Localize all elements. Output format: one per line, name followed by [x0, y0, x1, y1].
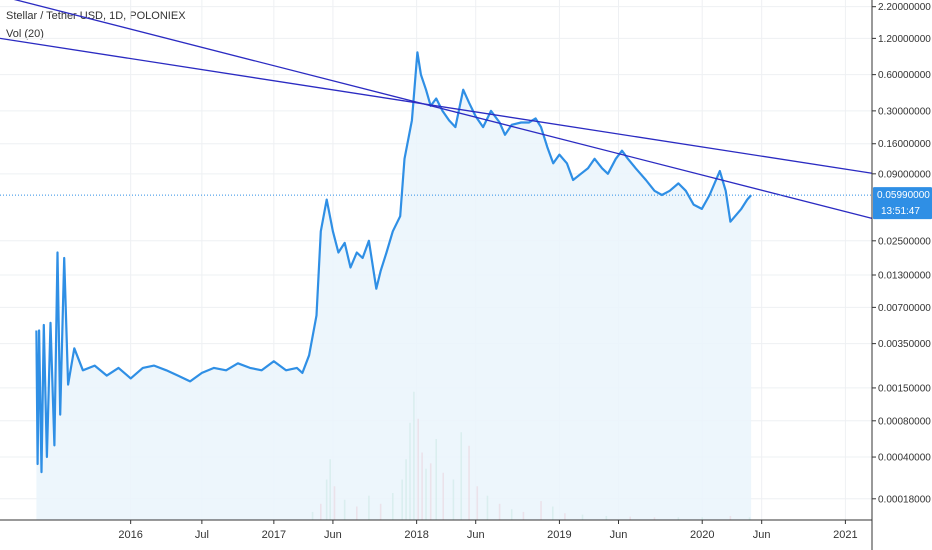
y-tick-label: 0.09000000: [878, 169, 931, 180]
channel-trendline-2[interactable]: [0, 37, 873, 174]
x-tick-label: Jun: [324, 529, 342, 541]
y-tick-label: 0.00700000: [878, 303, 931, 314]
x-tick-label: Jun: [467, 529, 485, 541]
y-tick-label: 0.00150000: [878, 383, 931, 394]
y-tick-label: 0.00350000: [878, 339, 931, 350]
x-tick-label: Jun: [753, 529, 771, 541]
price-line[interactable]: [35, 51, 752, 474]
y-tick-label: 0.00040000: [878, 453, 931, 464]
y-tick-label: 2.20000000: [878, 2, 931, 13]
x-tick-label: 2020: [690, 529, 714, 541]
y-tick-label: 0.30000000: [878, 106, 931, 117]
y-tick-label: 0.60000000: [878, 70, 931, 81]
bar-countdown: 13:51:47: [881, 206, 920, 217]
chart-legend: Stellar / Tether USD, 1D, POLONIEX Vol (…: [6, 7, 186, 43]
y-tick-label: 1.20000000: [878, 34, 931, 45]
volume-indicator-label[interactable]: Vol (20): [6, 28, 44, 40]
price-area-fill: [36, 52, 752, 521]
y-tick-label: 0.16000000: [878, 139, 931, 150]
y-tick-label: 0.00080000: [878, 416, 931, 427]
symbol-title[interactable]: Stellar / Tether USD, 1D, POLONIEX: [6, 10, 186, 22]
y-tick-label: 0.01300000: [878, 271, 931, 282]
x-tick-label: Jun: [610, 529, 628, 541]
x-tick-label: Jul: [195, 529, 209, 541]
last-price-tag[interactable]: [873, 187, 932, 220]
channel-trendline-1[interactable]: [0, 0, 873, 220]
x-tick-label: 2016: [118, 529, 142, 541]
x-tick-label: 2018: [404, 529, 428, 541]
y-tick-label: 0.00018000: [878, 494, 931, 505]
x-tick-label: 2017: [262, 529, 286, 541]
x-tick-label: 2021: [833, 529, 857, 541]
y-tick-label: 0.02500000: [878, 236, 931, 247]
last-price-value: 0.05990000: [877, 190, 930, 201]
x-tick-label: 2019: [547, 529, 571, 541]
